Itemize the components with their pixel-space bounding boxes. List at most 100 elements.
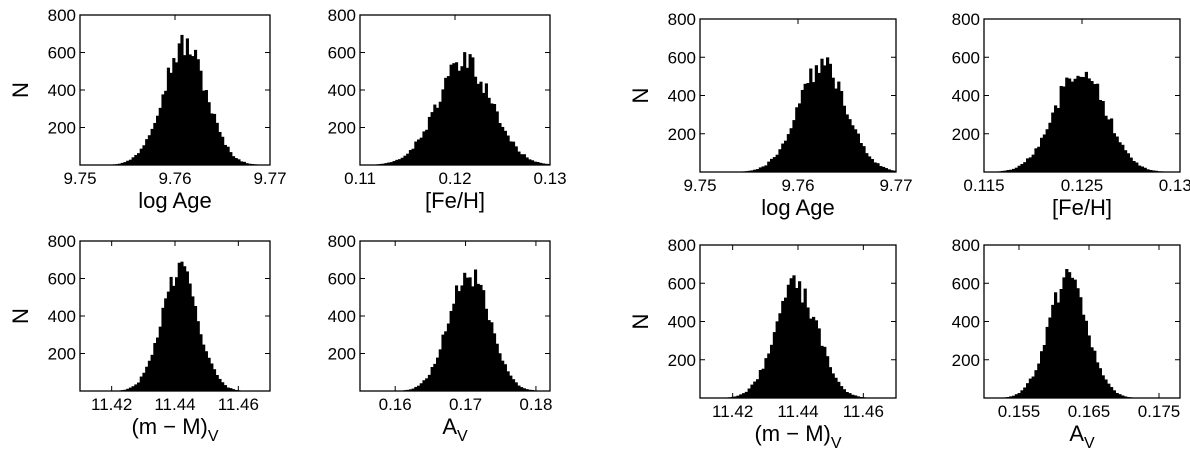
y-tick-label: 800 xyxy=(328,6,356,25)
histogram-bar xyxy=(890,170,894,172)
histogram-bar xyxy=(123,162,127,165)
histogram-bar xyxy=(817,328,821,398)
y-tick-label: 400 xyxy=(48,307,76,326)
histogram-bar xyxy=(1070,81,1074,172)
histogram-bar xyxy=(806,83,810,172)
histogram-bar xyxy=(817,72,821,172)
histogram-bar xyxy=(1054,105,1058,172)
histogram-bar xyxy=(1040,351,1044,398)
histogram-bar xyxy=(1107,119,1111,172)
y-tick-label: 400 xyxy=(668,87,696,106)
histogram-bar xyxy=(218,131,222,165)
y-tick-label: 200 xyxy=(328,119,356,138)
histogram-bar xyxy=(194,49,198,165)
histogram-bar xyxy=(430,367,434,391)
histogram-panel: 200 400 600 800 0.11 0.12 0.13 [Fe/H] xyxy=(328,6,567,213)
histogram-bar xyxy=(1048,122,1052,172)
histogram-bar xyxy=(800,89,804,172)
histogram-bar xyxy=(188,54,192,165)
histogram-bar xyxy=(756,379,760,398)
histogram-bar xyxy=(210,363,214,391)
histogram-bar xyxy=(514,382,518,391)
histogram-bar xyxy=(865,153,869,172)
y-tick-label: 600 xyxy=(328,270,356,289)
histogram-bar xyxy=(427,116,431,165)
histogram-bar xyxy=(1104,115,1108,172)
histogram-bar xyxy=(147,360,151,391)
histogram-bar xyxy=(1023,387,1027,398)
histogram-bar xyxy=(213,369,217,391)
histogram-bar xyxy=(1034,148,1038,172)
histogram-bar xyxy=(1020,390,1024,398)
histogram-bar xyxy=(1118,142,1122,172)
histogram-bar xyxy=(775,321,779,398)
histogram-bar xyxy=(498,353,502,391)
histogram-bar xyxy=(215,122,219,165)
histogram-bar xyxy=(446,323,450,391)
histogram-bar xyxy=(1012,168,1016,172)
histogram-bar xyxy=(517,385,521,391)
histogram-bar xyxy=(1009,396,1013,398)
y-tick-label: 200 xyxy=(48,345,76,364)
histogram-bar xyxy=(873,162,877,172)
histogram-bar xyxy=(781,300,785,398)
histogram-bar xyxy=(180,34,184,166)
histogram-bar xyxy=(506,371,510,391)
histogram-bar xyxy=(506,135,510,165)
histogram-bar xyxy=(1121,395,1125,398)
histogram-bar xyxy=(1093,84,1097,172)
x-axis-label: [Fe/H] xyxy=(425,188,485,213)
histogram-bar xyxy=(1082,314,1086,398)
histogram-bar xyxy=(436,357,440,391)
histogram-bar xyxy=(1115,136,1119,172)
histogram-bar xyxy=(204,90,208,165)
y-axis-label: N xyxy=(628,314,653,330)
histogram-bar xyxy=(145,366,149,391)
histogram-bar xyxy=(747,388,751,398)
histogram-panel: 200 400 600 800 11.42 11.44 11.46(m − M)V N xyxy=(628,236,897,452)
histogram-bar xyxy=(449,64,453,165)
histogram-bar xyxy=(893,170,897,172)
y-tick-label: 600 xyxy=(48,270,76,289)
histogram-bar xyxy=(1017,165,1021,172)
histogram-bar xyxy=(468,54,472,165)
histogram-bar xyxy=(232,156,236,165)
x-axis-label: AV xyxy=(1069,421,1095,452)
histogram-bar xyxy=(772,332,776,398)
histogram-bar xyxy=(1028,378,1032,398)
histogram-bar xyxy=(517,151,521,165)
histogram-bar xyxy=(1124,396,1128,398)
x-tick-label: 0.13 xyxy=(533,169,566,188)
histogram-bar xyxy=(487,97,491,165)
histogram-bar xyxy=(798,103,802,172)
histogram-panel: 200 400 600 800 9.75 9.76 9.77 log Age N xyxy=(628,10,913,220)
histogram-bar xyxy=(1059,289,1063,398)
histogram-bar xyxy=(854,395,858,398)
histogram-bar xyxy=(509,141,513,165)
histogram-bar xyxy=(1070,277,1074,398)
histogram-bar xyxy=(126,388,130,391)
x-axis-label: log Age xyxy=(138,188,211,213)
histogram-bar xyxy=(845,114,849,172)
histogram-bar xyxy=(812,82,816,172)
histogram-bar xyxy=(1040,137,1044,172)
histogram-bar xyxy=(202,344,206,391)
histogram-bar xyxy=(834,377,838,398)
histogram-bar xyxy=(223,144,227,165)
histogram-bar xyxy=(798,281,802,398)
histogram-bar xyxy=(427,374,431,391)
y-tick-label: 800 xyxy=(952,236,980,255)
y-tick-label: 400 xyxy=(48,81,76,100)
x-tick-label: 11.44 xyxy=(777,402,818,421)
y-tick-label: 600 xyxy=(952,274,980,293)
histogram-bar xyxy=(1096,83,1100,172)
histogram-bar xyxy=(541,163,545,165)
histogram-bar xyxy=(468,277,472,391)
x-tick-label: 0.18 xyxy=(519,395,552,414)
x-tick-label: 9.77 xyxy=(879,176,912,195)
histogram-bar xyxy=(158,326,162,391)
histogram-bar xyxy=(408,389,412,391)
histogram-bar xyxy=(150,354,154,391)
histogram-bar xyxy=(210,113,214,165)
histogram-bar xyxy=(525,157,529,165)
